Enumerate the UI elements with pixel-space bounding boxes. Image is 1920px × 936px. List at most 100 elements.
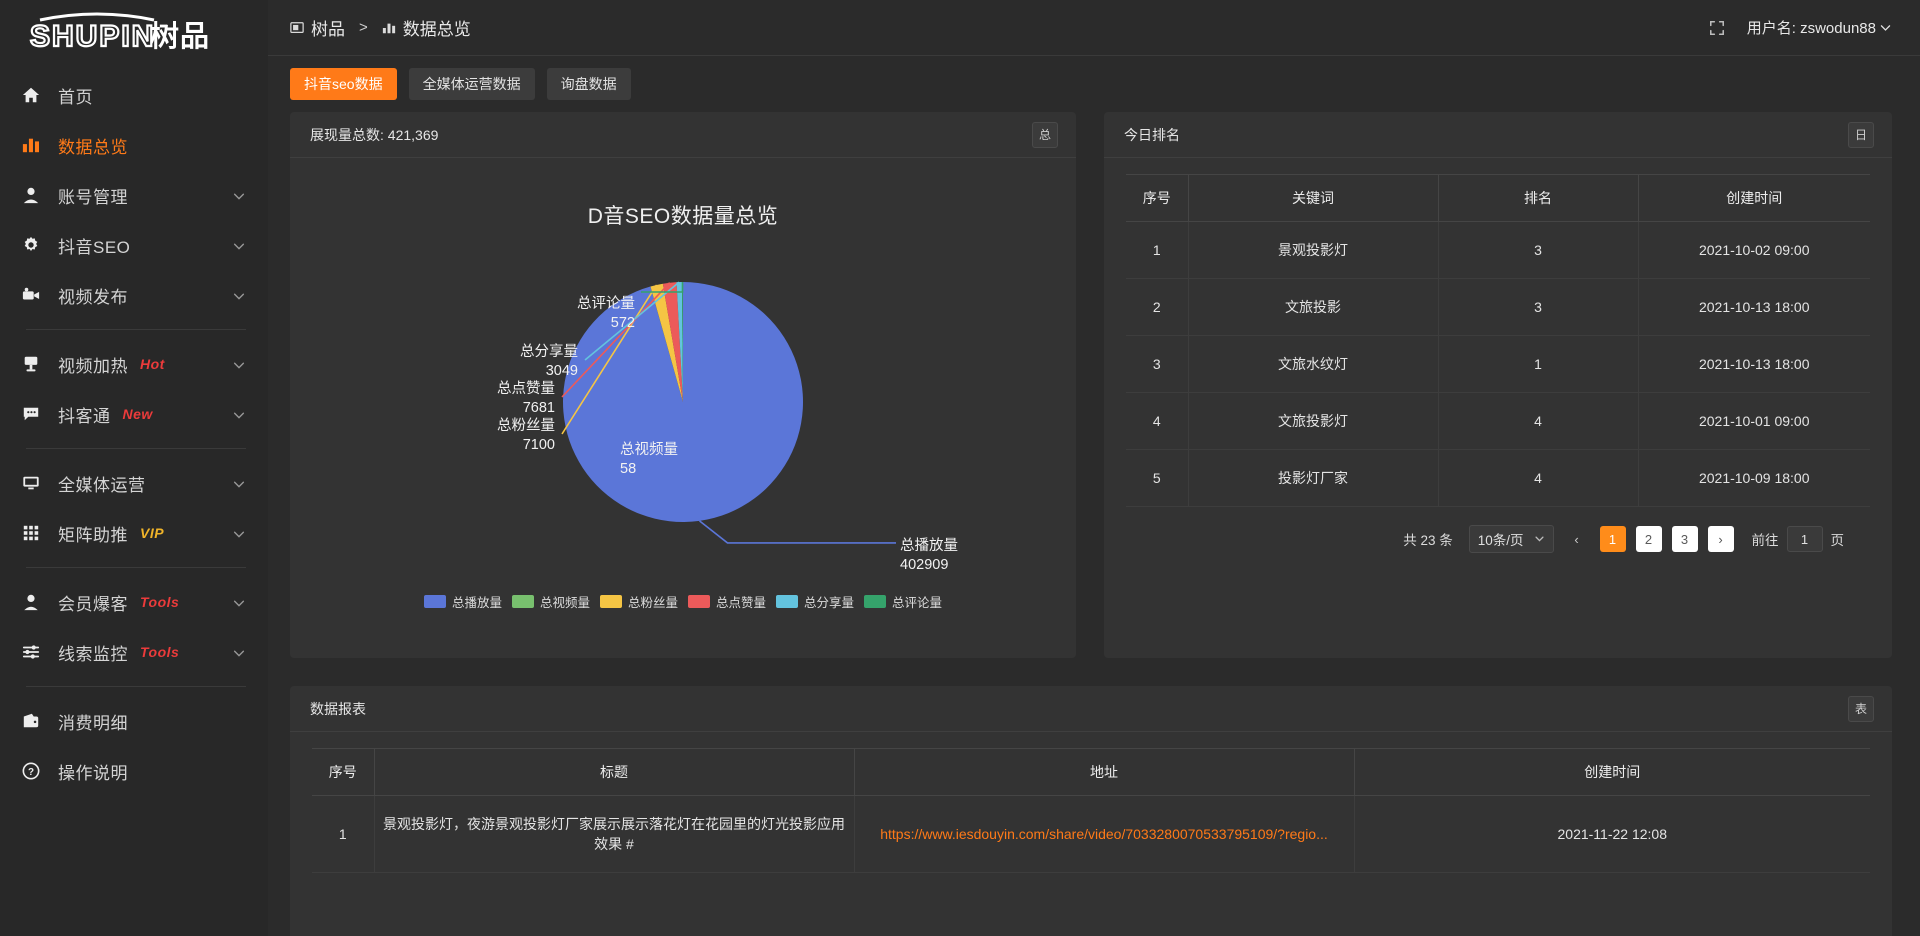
- sidebar-item-video-publish[interactable]: 视频发布: [0, 270, 268, 320]
- table-row[interactable]: 3 文旅水纹灯 1 2021-10-13 18:00: [1126, 335, 1870, 393]
- sidebar-item-label: 全媒体运营: [58, 475, 146, 495]
- pie-callout-label: 总粉丝量: [497, 417, 555, 434]
- overview-chart-card: 展现量总数: 421,369 总 D音SEO数据量总览 总播放量 402909 总视…: [290, 112, 1076, 658]
- cell-keyword: 景观投影灯: [1187, 221, 1438, 279]
- ranking-pagination: 共 23 条 10条/页 ‹ 1 2 3 ›: [1126, 507, 1870, 553]
- table-row[interactable]: 1 景观投影灯 3 2021-10-02 09:00: [1126, 221, 1870, 279]
- svg-text:?: ?: [28, 767, 34, 778]
- pagination-page-1[interactable]: 1: [1599, 526, 1626, 552]
- legend-item[interactable]: 总视频量: [511, 592, 590, 611]
- sidebar-item-account-management[interactable]: 账号管理: [0, 170, 268, 220]
- camera-icon: [22, 286, 48, 304]
- cell-keyword: 文旅投影: [1187, 278, 1438, 336]
- table-row[interactable]: 5 投影灯厂家 4 2021-10-09 18:00: [1126, 449, 1870, 507]
- chevron-down-icon: [232, 476, 246, 490]
- chart-icon: [22, 136, 48, 154]
- cell-keyword: 投影灯厂家: [1187, 449, 1438, 507]
- brand-logo[interactable]: SHUPIN 树品: [0, 0, 268, 56]
- sidebar-item-tag: Hot: [140, 356, 165, 372]
- sidebar-item-video-boost[interactable]: 视频加热 Hot: [0, 339, 268, 389]
- sidebar-item-instructions[interactable]: ? 操作说明: [0, 746, 268, 796]
- user-menu[interactable]: 用户名: zswodun88: [1747, 17, 1892, 38]
- sidebar-item-member-growth[interactable]: 会员爆客 Tools: [0, 577, 268, 627]
- ranking-card-title: 今日排名: [1124, 126, 1180, 143]
- pie-chart[interactable]: 总播放量 402909 总视频量 58 总粉丝量 7100 总点赞量 7681 总分享量 3049…: [290, 230, 1076, 590]
- fullscreen-icon[interactable]: [1709, 20, 1725, 36]
- breadcrumb: 树品 > 数据总览: [290, 15, 471, 40]
- report-table-toggle[interactable]: 表: [1848, 695, 1874, 722]
- table-row[interactable]: 4 文旅投影灯 4 2021-10-01 09:00: [1126, 392, 1870, 450]
- page-size-select[interactable]: 10条/页: [1468, 525, 1554, 553]
- pie-slice[interactable]: [662, 282, 683, 402]
- chevron-down-icon: [232, 288, 246, 302]
- gear-icon: [22, 236, 48, 254]
- column-header-keyword: 关键词: [1187, 174, 1438, 222]
- cell-rank: 4: [1437, 449, 1638, 507]
- pie-slice[interactable]: [681, 281, 683, 402]
- pie-slice[interactable]: [650, 286, 683, 402]
- sidebar-item-home[interactable]: 首页: [0, 70, 268, 120]
- pie-leader-line: [699, 520, 896, 544]
- pagination-prev-button[interactable]: ‹: [1574, 531, 1579, 547]
- cell-no: 1: [312, 795, 374, 873]
- page-size-label: 10条/页: [1477, 533, 1524, 548]
- pie-callout-label: 总播放量: [900, 537, 958, 554]
- table-header-row: 序号 标题 地址 创建时间: [312, 748, 1870, 796]
- tab-omnimedia-operations-data[interactable]: 全媒体运营数据: [408, 68, 535, 100]
- pie-slice[interactable]: [650, 283, 683, 402]
- tab-bar: 抖音seo数据 全媒体运营数据 询盘数据: [268, 56, 1920, 112]
- pagination-jump-prefix: 前往: [1751, 533, 1779, 548]
- ranking-table-body: 1 景观投影灯 3 2021-10-02 09:00 2 文旅投影 3 2021-10-13 …: [1126, 221, 1870, 507]
- legend-label: 总评论量: [892, 596, 943, 610]
- legend-item[interactable]: 总播放量: [423, 592, 502, 611]
- legend-item[interactable]: 总评论量: [864, 592, 942, 611]
- table-row[interactable]: 2 文旅投影 3 2021-10-13 18:00: [1126, 278, 1870, 336]
- chevron-down-icon: [232, 526, 246, 540]
- tab-inquiry-data[interactable]: 询盘数据: [546, 68, 631, 100]
- sidebar: SHUPIN 树品 首页: [0, 0, 268, 936]
- overview-total-toggle[interactable]: 总: [1032, 121, 1058, 148]
- sidebar-item-label: 抖音SEO: [58, 237, 131, 257]
- legend-item[interactable]: 总点赞量: [688, 592, 766, 611]
- sidebar-divider: [26, 448, 246, 449]
- pagination-jump-input[interactable]: [1786, 526, 1823, 552]
- chevron-down-icon: [1534, 532, 1545, 547]
- ranking-day-toggle[interactable]: 日: [1848, 121, 1874, 148]
- report-table-head: 序号 标题 地址 创建时间: [312, 748, 1870, 796]
- table-row[interactable]: 1 景观投影灯，夜游景观投影灯厂家展示展示落花灯在花园里的灯光投影应用效果 # ht…: [312, 795, 1870, 873]
- tab-douyin-seo-data[interactable]: 抖音seo数据: [290, 68, 397, 100]
- video-link[interactable]: https://www.iesdouyin.com/share/video/70…: [880, 826, 1328, 842]
- sidebar-item-label: 账号管理: [58, 187, 128, 207]
- cell-title: 景观投影灯，夜游景观投影灯厂家展示展示落花灯在花园里的灯光投影应用效果 #: [373, 795, 854, 873]
- sidebar-item-omnimedia-operations[interactable]: 全媒体运营: [0, 458, 268, 508]
- cell-address[interactable]: https://www.iesdouyin.com/share/video/70…: [853, 795, 1354, 873]
- breadcrumb-root[interactable]: 树品: [290, 15, 345, 40]
- sidebar-item-label: 矩阵助推: [58, 525, 128, 545]
- sidebar-item-douyin-seo[interactable]: 抖音SEO: [0, 220, 268, 270]
- sidebar-item-label: 数据总览: [58, 137, 128, 157]
- sidebar-item-consumption-detail[interactable]: 消费明细: [0, 696, 268, 746]
- sidebar-item-label: 操作说明: [58, 763, 128, 783]
- legend-item[interactable]: 总粉丝量: [599, 592, 678, 611]
- sidebar-item-douketong[interactable]: 抖客通 New: [0, 389, 268, 439]
- top-bar: 树品 > 数据总览: [268, 0, 1920, 56]
- pie-callout-label: 总评论量: [577, 295, 635, 312]
- sidebar-item-lead-monitor[interactable]: 线索监控 Tools: [0, 627, 268, 677]
- topbar-right: 用户名: zswodun88: [1709, 17, 1892, 38]
- dashboard-icon: [290, 21, 304, 35]
- pagination-page-2[interactable]: 2: [1635, 526, 1662, 552]
- pie-slice[interactable]: [563, 282, 804, 522]
- legend-item[interactable]: 总分享量: [776, 592, 854, 611]
- column-header-created: 创建时间: [1637, 174, 1870, 222]
- pagination-next-button[interactable]: ›: [1707, 526, 1734, 552]
- pie-callout-value: 7681: [523, 400, 555, 416]
- sidebar-item-matrix-boost[interactable]: 矩阵助推 VIP: [0, 508, 268, 558]
- pagination-page-3[interactable]: 3: [1671, 526, 1698, 552]
- sidebar-item-label: 首页: [58, 87, 93, 107]
- breadcrumb-current[interactable]: 数据总览: [382, 15, 471, 40]
- ranking-card-header: 今日排名 日: [1104, 112, 1892, 158]
- sidebar-item-label: 线索监控: [58, 644, 128, 664]
- pie-slice[interactable]: [676, 282, 683, 402]
- sidebar-item-data-overview[interactable]: 数据总览: [0, 120, 268, 170]
- sidebar-item-label: 会员爆客: [58, 594, 128, 614]
